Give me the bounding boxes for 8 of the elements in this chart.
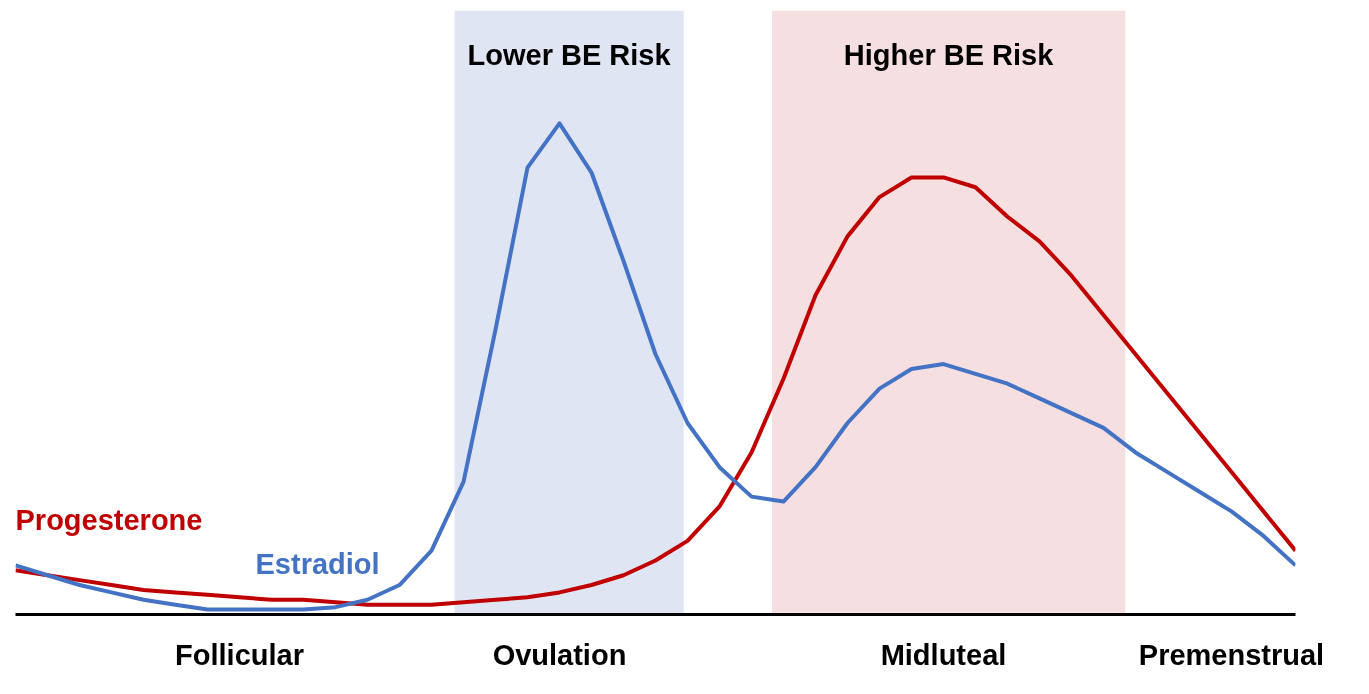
series-label: Progesterone	[15, 503, 203, 536]
series-label: Estradiol	[255, 548, 380, 581]
x-tick-label: Follicular	[175, 638, 304, 671]
text: Higher BE Risk	[843, 38, 1055, 71]
x-tick-label: Midluteal	[880, 638, 1007, 671]
x-tick-label: Premenstrual	[1138, 638, 1325, 671]
text: Lower BE Risk	[467, 38, 672, 71]
x-tick-label: Ovulation	[492, 638, 627, 671]
